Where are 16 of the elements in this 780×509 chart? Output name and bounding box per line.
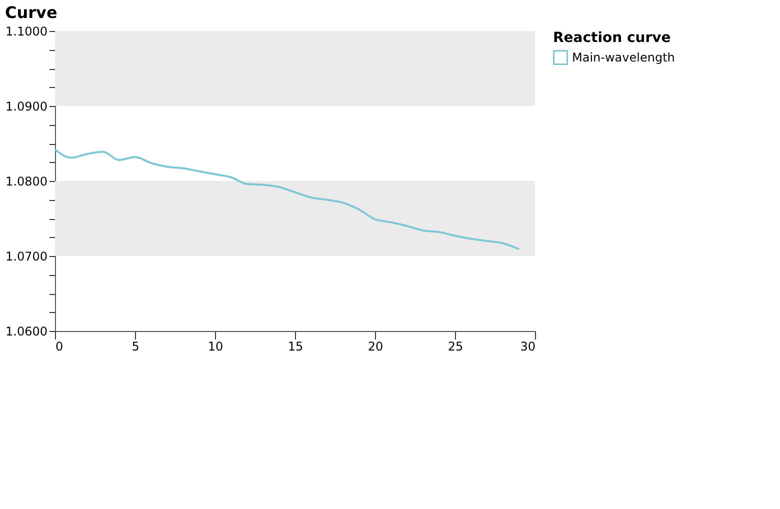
y-tick-label: 1.1000 <box>6 24 48 38</box>
x-tick-label: 30 <box>520 340 536 354</box>
y-tick-label: 1.0800 <box>6 174 48 188</box>
line-series <box>54 148 520 250</box>
x-tick-label: 15 <box>288 340 304 354</box>
y-tick-label: 1.0600 <box>6 324 48 338</box>
x-tick-label: 20 <box>368 340 384 354</box>
y-tick-label: 1.0900 <box>6 100 48 114</box>
chart-title: Curve <box>5 3 58 22</box>
legend-label: Main-wavelength <box>572 50 675 64</box>
x-tick-label: 0 <box>56 340 64 354</box>
x-tick-label: 10 <box>208 340 224 354</box>
x-tick-label: 5 <box>132 340 140 354</box>
legend-title: Reaction curve <box>553 30 671 46</box>
y-tick-label: 1.0700 <box>6 250 48 264</box>
x-tick-label: 25 <box>448 340 464 354</box>
